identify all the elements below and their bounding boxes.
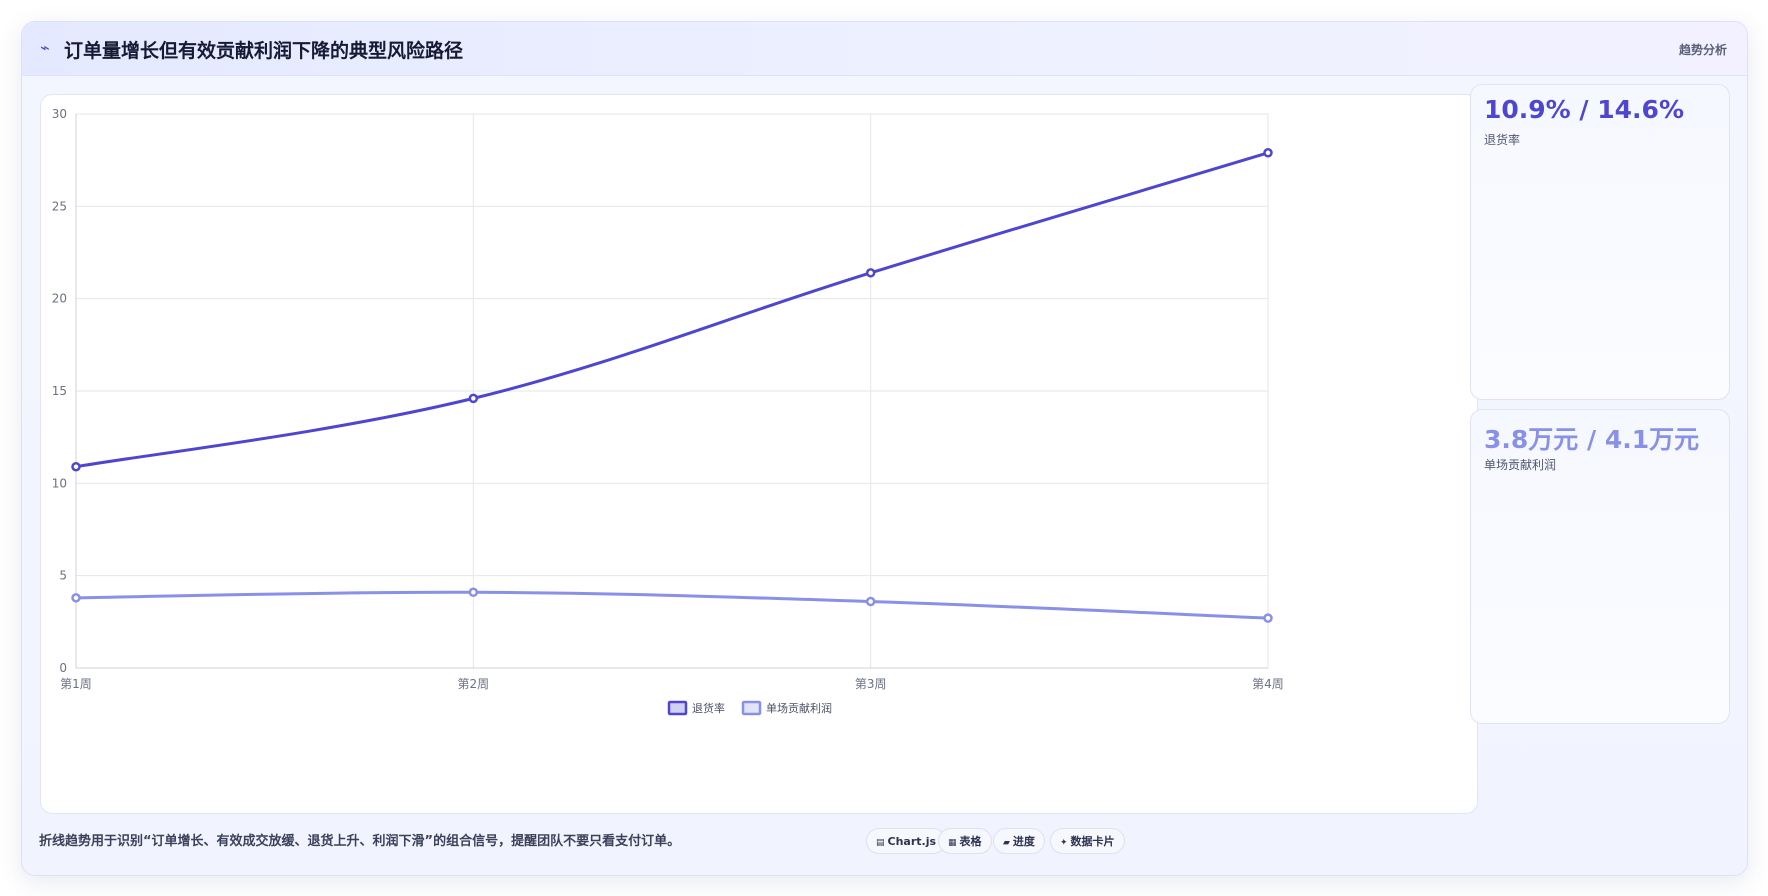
- pill-label: 表格: [959, 835, 982, 848]
- pill-label: Chart.js: [887, 835, 937, 848]
- data-point: [865, 596, 876, 607]
- y-tick-label: 25: [52, 199, 67, 213]
- x-tick-label: 第1周: [60, 677, 92, 691]
- x-tick-label: 第2周: [458, 677, 490, 691]
- kpi-label: 退货率: [1484, 133, 1521, 147]
- x-tick-label: 第3周: [855, 677, 887, 691]
- data-point: [71, 461, 81, 472]
- series-line: [75, 151, 1269, 469]
- y-tick-label: 10: [52, 476, 67, 490]
- data-point: [1263, 613, 1273, 623]
- lightning-icon: ⌁: [40, 38, 50, 57]
- legend-label: 单场贡献利润: [766, 701, 832, 715]
- pill-chartjs[interactable]: ▤ Chart.js: [866, 828, 947, 854]
- footer-note: 折线趋势用于识别“订单增长、有效成交放缓、退货上升、利润下滑”的组合信号，提醒团…: [39, 834, 681, 849]
- progress-icon: ▰: [1003, 838, 1010, 848]
- pill-data-card[interactable]: ✦ 数据卡片: [1050, 828, 1125, 854]
- series-line: [75, 590, 1269, 620]
- legend-swatch: [667, 700, 688, 716]
- dashboard-card: ⌁ 订单量增长但有效贡献利润下降的典型风险路径 趋势分析 0 5 10 15 20 25 3…: [21, 21, 1748, 876]
- y-tick-label: 5: [59, 569, 67, 583]
- card-header: ⌁ 订单量增长但有效贡献利润下降的典型风险路径 趋势分析: [22, 22, 1747, 76]
- legend-swatch: [741, 700, 762, 716]
- y-tick-label: 30: [52, 107, 67, 121]
- data-point: [468, 587, 479, 598]
- legend-label: 退货率: [692, 701, 725, 715]
- card-title: 订单量增长但有效贡献利润下降的典型风险路径: [64, 40, 464, 62]
- pill-progress[interactable]: ▰ 进度: [993, 828, 1045, 854]
- line-chart-panel: 0 5 10 15 20 25 30 第1周 第2周 第3周 第4周退货率 单场贡献利润: [40, 94, 1478, 814]
- kpi-card-profit: 3.8万元 / 4.1万元 单场贡献利润: [1470, 409, 1730, 724]
- chart-icon: ▤: [876, 838, 885, 848]
- y-tick-label: 20: [52, 292, 67, 306]
- x-tick-label: 第4周: [1252, 677, 1284, 691]
- data-point: [1263, 148, 1273, 158]
- pill-label: 进度: [1012, 835, 1035, 848]
- data-point: [865, 268, 876, 278]
- data-point: [71, 593, 81, 603]
- sparkle-icon: ✦: [1060, 838, 1068, 848]
- kpi-value: 3.8万元 / 4.1万元: [1484, 425, 1700, 454]
- kpi-value: 10.9% / 14.6%: [1484, 95, 1684, 124]
- kpi-label: 单场贡献利润: [1484, 458, 1557, 472]
- table-icon: ▦: [948, 838, 957, 848]
- kpi-card-return-rate: 10.9% / 14.6% 退货率: [1470, 84, 1730, 400]
- pill-label: 数据卡片: [1070, 835, 1115, 848]
- y-tick-label: 0: [59, 661, 67, 675]
- data-point: [468, 393, 479, 404]
- pill-table[interactable]: ▦ 表格: [938, 828, 992, 854]
- trend-analysis-tag: 趋势分析: [1678, 43, 1727, 57]
- y-tick-label: 15: [52, 384, 67, 398]
